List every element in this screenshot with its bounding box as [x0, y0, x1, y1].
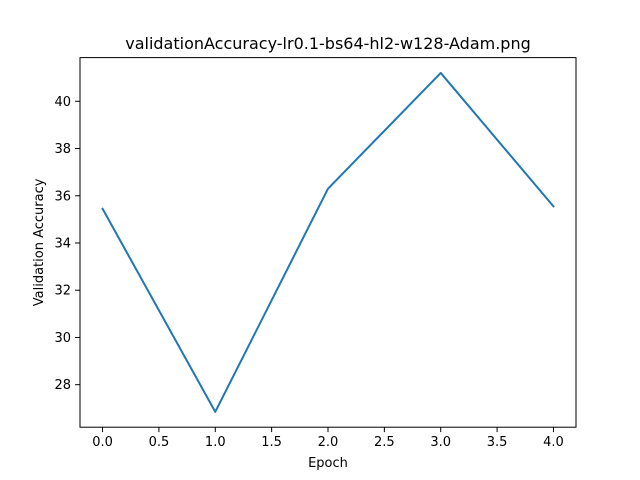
x-tick-label: 0.0 [92, 435, 113, 450]
x-tick-label: 0.5 [149, 435, 170, 450]
x-tick-label: 2.0 [318, 435, 339, 450]
y-tick-label: 30 [54, 331, 71, 346]
x-axis-ticks: 0.0 0.5 1.0 1.5 2.0 2.5 3.0 3.5 4.0 [92, 427, 564, 450]
y-tick-label: 36 [54, 189, 71, 204]
x-tick-label: 3.5 [487, 435, 508, 450]
series-line [101, 71, 555, 413]
chart-title: validationAccuracy-lr0.1-bs64-hl2-w128-A… [125, 34, 531, 53]
y-tick-label: 32 [54, 284, 71, 299]
series-layer [101, 71, 555, 413]
y-tick-label: 38 [54, 142, 71, 157]
y-tick-label: 34 [54, 236, 71, 251]
x-axis-label: Epoch [308, 456, 348, 471]
x-tick-label: 2.5 [374, 435, 395, 450]
y-axis-label: Validation Accuracy [32, 178, 47, 306]
y-tick-label: 40 [54, 95, 71, 110]
x-tick-label: 1.5 [261, 435, 282, 450]
x-tick-label: 4.0 [543, 435, 564, 450]
x-tick-label: 1.0 [205, 435, 226, 450]
y-axis-ticks: 28 30 32 34 36 38 40 [54, 95, 80, 393]
x-tick-label: 3.0 [430, 435, 451, 450]
y-tick-label: 28 [54, 378, 71, 393]
plot-area [79, 57, 577, 428]
